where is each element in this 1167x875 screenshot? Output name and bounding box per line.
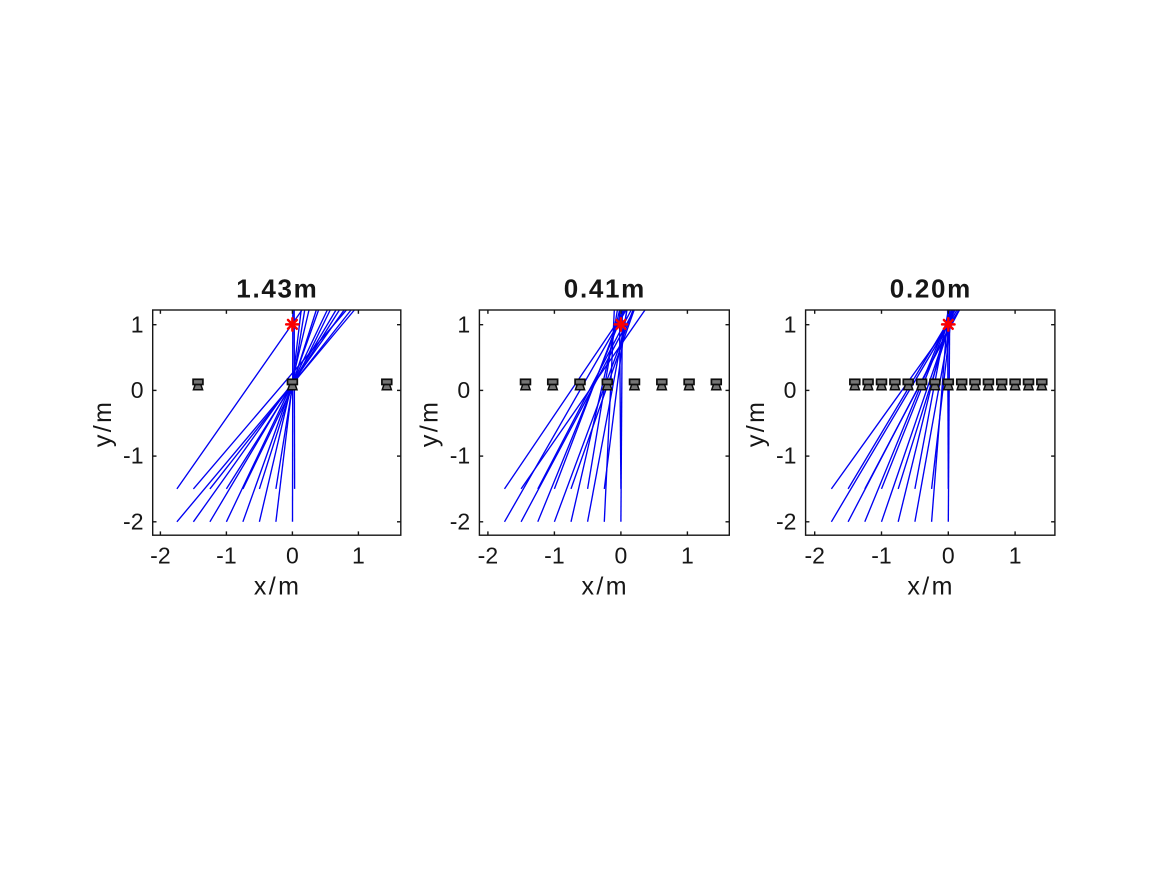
svg-text:0: 0 <box>615 543 628 569</box>
svg-text:0: 0 <box>131 377 144 403</box>
svg-text:-1: -1 <box>216 543 236 569</box>
svg-text:0.41m: 0.41m <box>564 274 646 304</box>
svg-text:y/m: y/m <box>89 400 117 447</box>
svg-text:0: 0 <box>286 543 299 569</box>
svg-text:-1: -1 <box>776 443 796 469</box>
svg-text:-2: -2 <box>123 508 143 534</box>
svg-text:0: 0 <box>784 377 797 403</box>
svg-text:-1: -1 <box>544 543 564 569</box>
svg-text:x/m: x/m <box>907 573 954 601</box>
svg-text:-1: -1 <box>871 543 891 569</box>
svg-text:-2: -2 <box>450 508 470 534</box>
svg-text:1: 1 <box>1009 543 1022 569</box>
svg-text:-2: -2 <box>478 543 498 569</box>
svg-text:1: 1 <box>681 543 694 569</box>
svg-text:-1: -1 <box>123 443 143 469</box>
svg-text:0: 0 <box>942 543 955 569</box>
svg-text:1: 1 <box>784 311 797 337</box>
svg-text:x/m: x/m <box>581 573 628 601</box>
svg-text:1.43m: 1.43m <box>236 274 318 304</box>
svg-text:1: 1 <box>131 311 144 337</box>
svg-text:-1: -1 <box>450 443 470 469</box>
svg-text:x/m: x/m <box>254 573 301 601</box>
svg-text:0.20m: 0.20m <box>890 274 972 304</box>
svg-text:1: 1 <box>457 311 470 337</box>
svg-text:0: 0 <box>457 377 470 403</box>
svg-text:y/m: y/m <box>416 400 444 447</box>
svg-text:-2: -2 <box>150 543 170 569</box>
svg-text:y/m: y/m <box>742 400 770 447</box>
svg-text:-2: -2 <box>776 508 796 534</box>
svg-text:-2: -2 <box>804 543 824 569</box>
svg-text:1: 1 <box>352 543 365 569</box>
